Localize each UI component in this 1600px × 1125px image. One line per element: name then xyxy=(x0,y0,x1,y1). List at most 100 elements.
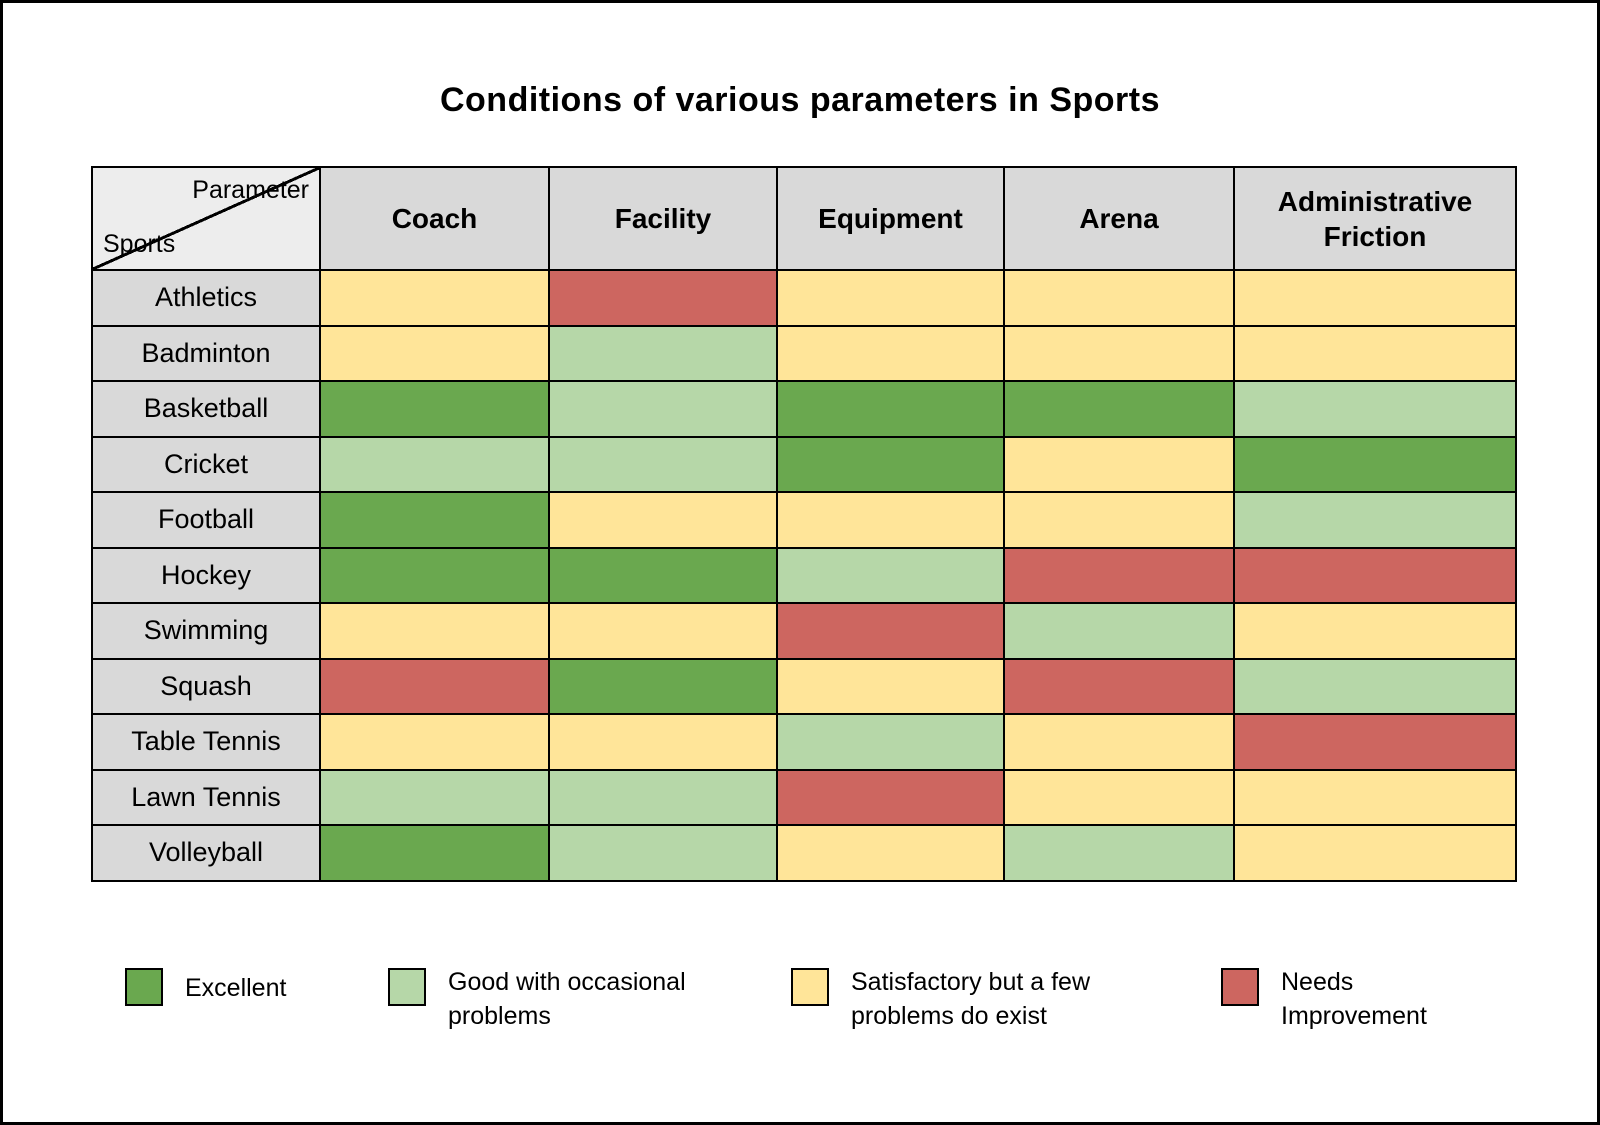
table-row: Cricket xyxy=(91,435,1517,493)
condition-cell xyxy=(319,491,550,549)
table-row: Squash xyxy=(91,657,1517,715)
condition-cell xyxy=(319,324,550,382)
row-header: Basketball xyxy=(91,380,321,438)
column-header: Administrative Friction xyxy=(1233,166,1517,271)
condition-cell xyxy=(776,657,1005,715)
condition-cell xyxy=(319,657,550,715)
row-header: Squash xyxy=(91,657,321,715)
row-header: Lawn Tennis xyxy=(91,768,321,826)
condition-cell xyxy=(548,380,778,438)
condition-cell xyxy=(1003,657,1235,715)
page-title: Conditions of various parameters in Spor… xyxy=(439,81,1160,119)
condition-cell xyxy=(1003,824,1235,882)
legend-item: Excellent xyxy=(125,966,286,1006)
condition-cell xyxy=(1003,713,1235,771)
condition-cell xyxy=(1233,269,1517,327)
condition-cell xyxy=(776,768,1005,826)
table-row: Volleyball xyxy=(91,824,1517,882)
condition-cell xyxy=(776,269,1005,327)
column-header: Facility xyxy=(548,166,778,271)
condition-cell xyxy=(548,269,778,327)
table-row: Hockey xyxy=(91,546,1517,604)
legend-swatch xyxy=(125,968,163,1006)
table-row: Athletics xyxy=(91,269,1517,327)
condition-cell xyxy=(1003,324,1235,382)
column-header: Arena xyxy=(1003,166,1235,271)
corner-cell: Parameter Sports xyxy=(91,166,321,271)
table-row: Lawn Tennis xyxy=(91,768,1517,826)
condition-cell xyxy=(548,768,778,826)
condition-cell xyxy=(1003,380,1235,438)
condition-cell xyxy=(1003,491,1235,549)
condition-cell xyxy=(319,546,550,604)
header-row: Parameter Sports Coach Facility Equipment A… xyxy=(91,166,1517,271)
condition-cell xyxy=(1003,269,1235,327)
legend-swatch xyxy=(1221,968,1259,1006)
table-row: Football xyxy=(91,491,1517,549)
condition-cell xyxy=(1003,546,1235,604)
condition-cell xyxy=(1233,768,1517,826)
row-header: Football xyxy=(91,491,321,549)
condition-cell xyxy=(776,546,1005,604)
condition-cell xyxy=(1233,324,1517,382)
condition-cell xyxy=(1233,380,1517,438)
condition-cell xyxy=(319,602,550,660)
corner-parameter-label: Parameter xyxy=(192,176,309,204)
column-header: Coach xyxy=(319,166,550,271)
condition-cell xyxy=(776,435,1005,493)
condition-cell xyxy=(776,602,1005,660)
condition-cell xyxy=(319,435,550,493)
row-header: Athletics xyxy=(91,269,321,327)
row-header: Cricket xyxy=(91,435,321,493)
condition-cell xyxy=(548,435,778,493)
condition-cell xyxy=(548,713,778,771)
column-header: Equipment xyxy=(776,166,1005,271)
corner-sports-label: Sports xyxy=(103,230,176,258)
condition-cell xyxy=(548,491,778,549)
condition-cell xyxy=(548,546,778,604)
condition-cell xyxy=(548,824,778,882)
condition-cell xyxy=(319,824,550,882)
condition-cell xyxy=(1003,768,1235,826)
condition-cell xyxy=(1233,491,1517,549)
legend-swatch xyxy=(791,968,829,1006)
table-row: Basketball xyxy=(91,380,1517,438)
condition-cell xyxy=(776,713,1005,771)
condition-cell xyxy=(548,602,778,660)
condition-cell xyxy=(1233,657,1517,715)
legend-label: Needs Improvement xyxy=(1281,968,1427,1030)
condition-cell xyxy=(776,824,1005,882)
condition-cell xyxy=(1233,435,1517,493)
condition-cell xyxy=(319,269,550,327)
condition-cell xyxy=(319,768,550,826)
condition-cell xyxy=(776,491,1005,549)
conditions-table: Parameter Sports Coach Facility Equipment A… xyxy=(91,166,1517,882)
row-header: Hockey xyxy=(91,546,321,604)
condition-cell xyxy=(1003,602,1235,660)
condition-cell xyxy=(319,713,550,771)
condition-cell xyxy=(319,380,550,438)
condition-cell xyxy=(1003,435,1235,493)
legend-item: Satisfactory but a few problems do exist xyxy=(791,966,1146,1034)
condition-cell xyxy=(776,324,1005,382)
condition-cell xyxy=(548,324,778,382)
legend-swatch xyxy=(388,968,426,1006)
condition-cell xyxy=(1233,824,1517,882)
condition-cell xyxy=(1233,546,1517,604)
row-header: Badminton xyxy=(91,324,321,382)
table-row: Table Tennis xyxy=(91,713,1517,771)
condition-cell xyxy=(548,657,778,715)
condition-cell xyxy=(776,380,1005,438)
condition-cell xyxy=(1233,602,1517,660)
legend-label: Satisfactory but a few problems do exist xyxy=(851,968,1091,1030)
row-header: Swimming xyxy=(91,602,321,660)
row-header: Table Tennis xyxy=(91,713,321,771)
legend-label: Good with occasional problems xyxy=(448,968,686,1030)
legend-item: Good with occasional problems xyxy=(388,966,718,1034)
table-row: Badminton xyxy=(91,324,1517,382)
table-row: Swimming xyxy=(91,602,1517,660)
row-header: Volleyball xyxy=(91,824,321,882)
legend-item: Needs Improvement xyxy=(1221,966,1456,1034)
legend-label: Excellent xyxy=(185,974,287,1002)
